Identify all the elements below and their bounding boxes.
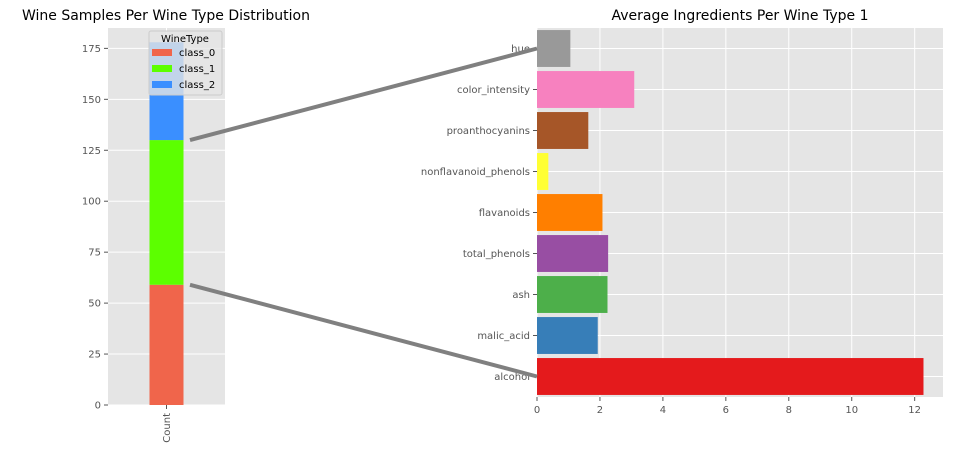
legend-label: class_1 bbox=[179, 64, 215, 75]
connector-line-bottom bbox=[189, 282, 538, 379]
bar-color_intensity bbox=[537, 71, 635, 108]
y-tick-label: 150 bbox=[82, 95, 101, 106]
x-tick-label: 8 bbox=[786, 405, 792, 416]
y-tick-label: hue bbox=[511, 44, 530, 55]
y-tick-label: 175 bbox=[82, 44, 101, 55]
bar-ash bbox=[537, 276, 608, 313]
connectors bbox=[189, 46, 538, 379]
x-tick-label: Count bbox=[162, 413, 173, 443]
y-tick-label: proanthocyanins bbox=[447, 126, 530, 137]
legend-label: class_2 bbox=[179, 80, 215, 91]
connector-line-top bbox=[189, 46, 538, 143]
bar-total_phenols bbox=[537, 235, 609, 272]
y-axis-ticks: 0 25 50 75 100 125 150 175 bbox=[82, 44, 108, 412]
stacked-bar-chart: 0 25 50 75 100 125 150 175 Count Wine Samples P… bbox=[22, 8, 310, 443]
chart-title: Wine Samples Per Wine Type Distribution bbox=[22, 8, 310, 24]
bar-hue bbox=[537, 30, 571, 67]
legend-swatch-class_0 bbox=[152, 49, 172, 56]
bar-nonflavanoid_phenols bbox=[537, 153, 549, 190]
y-tick-label: 0 bbox=[95, 401, 101, 412]
y-tick-label: malic_acid bbox=[477, 331, 530, 342]
y-tick-label: alcohol bbox=[494, 372, 530, 383]
legend-swatch-class_1 bbox=[152, 65, 172, 72]
y-tick-label: 25 bbox=[88, 350, 101, 361]
x-tick-label: 4 bbox=[660, 405, 666, 416]
x-axis-ticks: Count bbox=[162, 405, 173, 443]
y-tick-label: ash bbox=[512, 290, 530, 301]
legend: WineType class_0 class_1 class_2 bbox=[148, 30, 223, 96]
horizontal-bar-chart: alcohol malic_acid ash total_phenols flavano… bbox=[421, 8, 943, 416]
legend-label: class_0 bbox=[179, 48, 215, 59]
bars bbox=[537, 30, 924, 395]
legend-swatch-class_2 bbox=[152, 81, 172, 88]
x-axis-ticks: 0 2 4 6 8 10 12 bbox=[534, 397, 921, 416]
bar-segment-class_1 bbox=[149, 140, 184, 285]
y-tick-label: nonflavanoid_phenols bbox=[421, 167, 530, 178]
y-tick-label: 100 bbox=[82, 197, 101, 208]
bar-proanthocyanins bbox=[537, 112, 589, 149]
bar-flavanoids bbox=[537, 194, 603, 231]
x-tick-label: 6 bbox=[723, 405, 729, 416]
y-tick-label: color_intensity bbox=[457, 85, 530, 96]
bar-alcohol bbox=[537, 358, 924, 395]
y-tick-label: 50 bbox=[88, 299, 101, 310]
bar-malic_acid bbox=[537, 317, 598, 354]
x-tick-label: 12 bbox=[908, 405, 921, 416]
y-tick-label: 75 bbox=[88, 248, 101, 259]
chart-title: Average Ingredients Per Wine Type 1 bbox=[611, 8, 868, 24]
y-tick-label: 125 bbox=[82, 146, 101, 157]
x-tick-label: 10 bbox=[845, 405, 858, 416]
y-tick-label: flavanoids bbox=[479, 208, 530, 219]
y-tick-label: total_phenols bbox=[463, 249, 530, 260]
legend-box bbox=[148, 30, 223, 96]
legend-title: WineType bbox=[161, 34, 209, 45]
bars bbox=[149, 42, 184, 405]
bar-segment-class_0 bbox=[149, 284, 184, 405]
x-tick-label: 2 bbox=[597, 405, 603, 416]
y-axis-ticks: alcohol malic_acid ash total_phenols flavano… bbox=[421, 44, 537, 383]
x-tick-label: 0 bbox=[534, 405, 540, 416]
